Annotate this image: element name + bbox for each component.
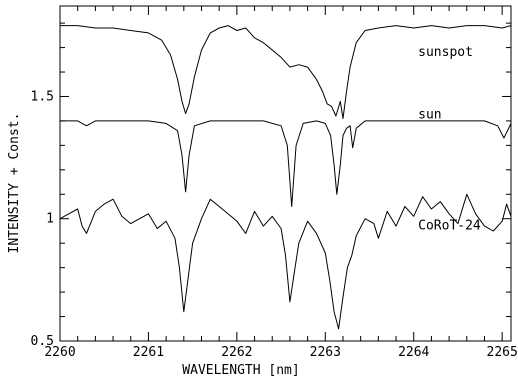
- y-tick-label: 1.5: [31, 89, 54, 104]
- y-tick-label: 1: [46, 212, 54, 227]
- series-label-sun: sun: [418, 107, 441, 122]
- series-label-sunspot: sunspot: [418, 45, 473, 60]
- series-line-sunspot: [60, 25, 512, 119]
- series-line-corot-24: [59, 193, 512, 330]
- x-axis-label: WAVELENGTH [nm]: [182, 363, 299, 378]
- series-labels: sunspot sun CoRoT-24: [418, 45, 481, 234]
- x-tick-label: 2265: [487, 345, 518, 360]
- series-label-corot-24: CoRoT-24: [418, 219, 481, 234]
- y-axis-label: INTENSITY + Const.: [7, 113, 22, 254]
- x-tick-label: 2260: [44, 345, 75, 360]
- y-tick-label: 0.5: [31, 334, 54, 349]
- spectrum-lines: [59, 25, 512, 330]
- tick-labels: 2260 2261 2262 2263 2264 2265 0.5 1 1.5: [31, 89, 518, 360]
- axis-ticks: [59, 6, 511, 342]
- series-line-sun: [60, 120, 512, 207]
- x-tick-label: 2261: [133, 345, 164, 360]
- x-tick-label: 2264: [398, 345, 429, 360]
- x-tick-label: 2262: [221, 345, 252, 360]
- x-tick-label: 2263: [310, 345, 341, 360]
- plot-frame: [59, 5, 512, 342]
